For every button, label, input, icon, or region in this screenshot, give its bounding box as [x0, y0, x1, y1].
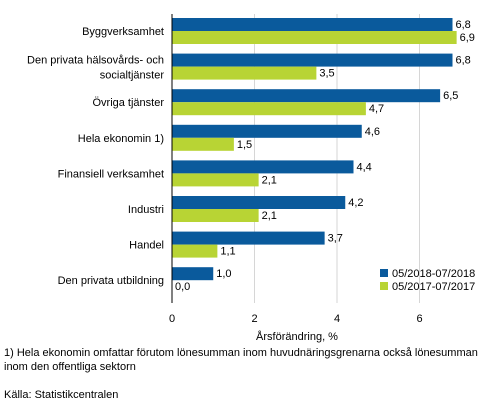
- data-label: 1,1: [220, 246, 235, 258]
- x-tick-label: 4: [334, 313, 340, 325]
- category-label: socialtjänster: [100, 70, 165, 82]
- legend-swatch: [380, 282, 388, 290]
- category-label: Industri: [128, 204, 164, 216]
- data-label: 6,5: [443, 90, 458, 102]
- bar-previous: [172, 244, 218, 258]
- x-tick-label: 6: [416, 313, 422, 325]
- bar-current: [172, 267, 214, 281]
- x-axis-title: Årsförändring, %: [256, 330, 338, 343]
- data-label: 1,0: [216, 268, 231, 280]
- category-label: Byggverksamhet: [82, 26, 164, 38]
- data-label: 6,8: [456, 19, 471, 31]
- bar-current: [172, 160, 354, 174]
- bar-current: [172, 89, 441, 103]
- data-label: 6,8: [456, 55, 471, 67]
- legend-swatch: [380, 269, 388, 277]
- data-label: 1,5: [237, 139, 252, 151]
- category-label: Hela ekonomin 1): [78, 133, 164, 145]
- data-label: 4,6: [365, 126, 380, 138]
- bar-current: [172, 124, 362, 138]
- bar-previous: [172, 102, 366, 116]
- category-label: Finansiell verksamhet: [58, 168, 164, 180]
- category-label: Handel: [129, 240, 164, 252]
- category-label: Övriga tjänster: [92, 97, 164, 109]
- category-labels: Byggverksamhet Den privata hälsovårds- oc…: [27, 26, 164, 287]
- bar-previous: [172, 209, 259, 222]
- legend-label: 05/2018-07/2018: [392, 268, 475, 280]
- x-tick-label: 0: [169, 313, 175, 325]
- bars: [172, 18, 457, 281]
- data-label: 4,4: [357, 161, 372, 173]
- bar-current: [172, 53, 453, 67]
- data-label: 4,2: [348, 197, 363, 209]
- bar-current: [172, 18, 453, 31]
- data-label: 2,1: [262, 210, 277, 222]
- source-text: Källa: Statistikcentralen: [4, 389, 119, 401]
- data-label: 3,5: [319, 68, 334, 80]
- bar-current: [172, 196, 346, 209]
- data-label: 4,7: [369, 103, 384, 115]
- data-label: 0,0: [175, 281, 190, 293]
- category-label: Den privata hälsovårds- och: [27, 55, 164, 67]
- value-labels: 6,86,96,83,56,54,74,61,54,42,14,22,13,71…: [175, 19, 475, 293]
- x-tick-label: 2: [251, 313, 257, 325]
- data-label: 6,9: [460, 32, 475, 44]
- bar-previous: [172, 31, 457, 44]
- footnote-text: 1) Hela ekonomin omfattar förutom lönesu…: [4, 347, 478, 373]
- x-axis: 0 2 4 6 Årsförändring, %: [169, 14, 423, 343]
- bar-current: [172, 231, 325, 245]
- legend-label: 05/2017-07/2017: [392, 281, 475, 293]
- bar-previous: [172, 173, 259, 187]
- bar-previous: [172, 137, 234, 151]
- category-label: Den privata utbildning: [58, 275, 164, 287]
- data-label: 3,7: [328, 233, 343, 245]
- bar-previous: [172, 66, 317, 80]
- data-label: 2,1: [262, 174, 277, 186]
- bar-chart: 6,86,96,83,56,54,74,61,54,42,14,22,13,71…: [27, 14, 475, 343]
